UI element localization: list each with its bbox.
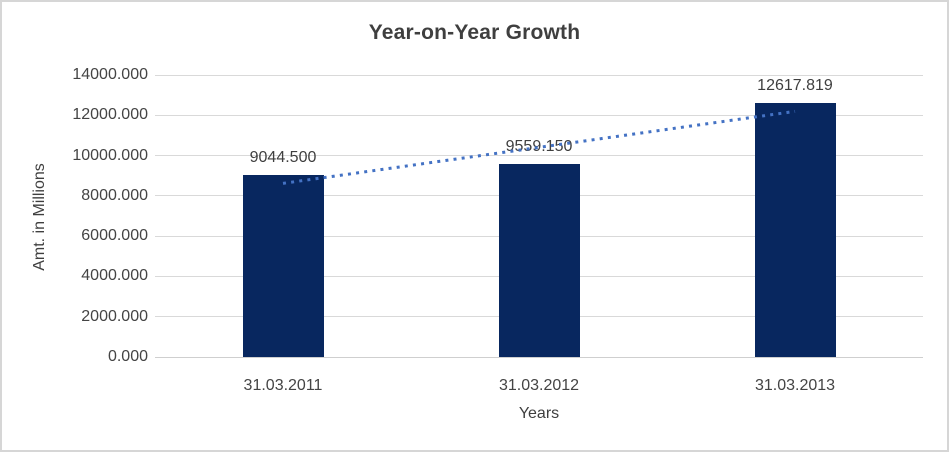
y-tick-label: 6000.000	[81, 227, 148, 245]
chart-title: Year-on-Year Growth	[368, 21, 581, 44]
x-tick-label: 31.03.2013	[754, 377, 836, 394]
y-tick-label: 14000.000	[72, 66, 148, 83]
y-tick-label: 8000.000	[81, 186, 148, 204]
y-tick-label: 12000.000	[72, 106, 148, 124]
data-label: 9044.500	[249, 148, 317, 166]
y-tick-label: 4000.000	[81, 267, 148, 285]
y-axis-title: Amt. in Millions	[31, 163, 48, 271]
x-axis-title: Years	[518, 405, 560, 422]
y-tick-label: 10000.000	[72, 146, 148, 164]
x-axis-line	[155, 356, 923, 358]
y-tick-label: 2000.000	[81, 307, 148, 325]
y-tick-label: 0.000	[107, 348, 148, 365]
bar	[498, 164, 580, 357]
bar	[242, 174, 324, 357]
gridline	[155, 74, 923, 76]
x-tick-label: 31.03.2012	[498, 377, 580, 394]
data-label: 12617.819	[757, 76, 833, 94]
data-label: 9559.150	[505, 138, 573, 156]
x-tick-label: 31.03.2011	[243, 377, 323, 394]
bar	[754, 102, 836, 357]
